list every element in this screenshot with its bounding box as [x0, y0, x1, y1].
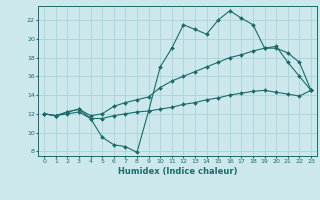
X-axis label: Humidex (Indice chaleur): Humidex (Indice chaleur) — [118, 167, 237, 176]
